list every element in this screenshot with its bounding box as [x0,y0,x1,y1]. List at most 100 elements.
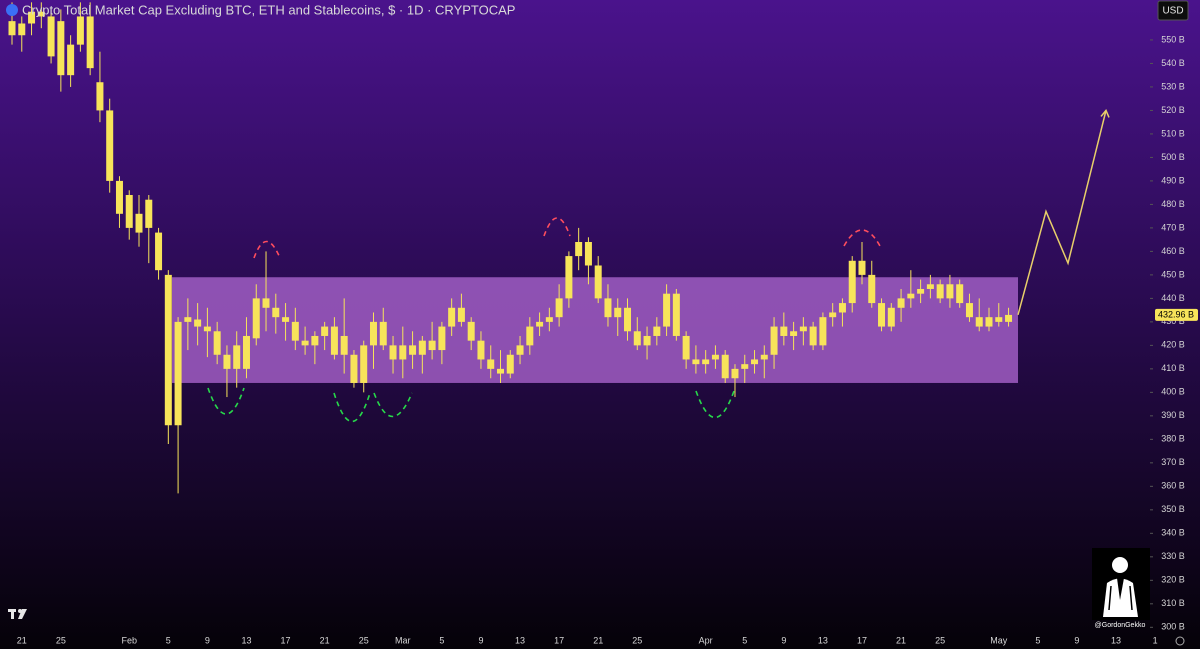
y-tick-label: 490 B [1161,175,1185,185]
candle-body [145,199,153,228]
candle-body [594,265,602,299]
candle-body [917,288,925,294]
candle-body [164,274,172,426]
y-tick-label: 520 B [1161,105,1185,115]
candle-body [897,298,905,308]
candle-body [448,307,456,327]
candle-body [907,293,915,299]
x-tick-label: 5 [1035,635,1040,645]
currency-button[interactable] [1157,0,1189,21]
candle-body [506,354,514,374]
candle-body [702,359,710,365]
projection-line [1017,110,1107,316]
candle-body [389,345,397,360]
x-tick-label: 17 [554,635,564,645]
bottom-arc [695,390,735,419]
candle-body [438,326,446,351]
candle-body [340,335,348,355]
candle-body [643,335,651,346]
x-tick-label: 13 [241,635,251,645]
candle-body [1005,314,1013,322]
candle-body [838,303,846,313]
x-tick-label: 13 [818,635,828,645]
candle-body [418,340,426,355]
candle-body [321,326,329,336]
candle-body [242,335,250,369]
candle-body [692,359,700,365]
x-tick-label: 13 [515,635,525,645]
x-tick-label: 13 [1111,635,1121,645]
x-tick-label: 25 [359,635,369,645]
bottom-arc [207,387,245,415]
chart-title: Crypto Total Market Cap Excluding BTC, E… [22,2,515,17]
x-tick-label: Feb [121,635,137,645]
y-tick-label: 530 B [1161,81,1185,91]
y-tick-label: 360 B [1161,481,1185,491]
candle-body [721,354,729,379]
candle-body [633,331,641,346]
y-tick-label: 400 B [1161,387,1185,397]
settings-icon[interactable] [1175,636,1185,646]
candle-body [741,364,749,369]
candle-body [936,284,944,299]
y-tick-label: 500 B [1161,152,1185,162]
plot-layer [8,2,1110,494]
candle-body [565,256,573,299]
candle-body [86,16,94,69]
candle-body [819,317,827,346]
y-tick-label: 390 B [1161,410,1185,420]
candle-body [135,213,143,233]
x-tick-label: 25 [632,635,642,645]
candle-body [604,298,612,318]
candle-body [790,331,798,336]
candle-body [614,307,622,318]
candle-body [760,354,768,360]
candle-body [311,335,319,346]
x-tick-label: 9 [1074,635,1079,645]
candle-body [399,345,407,360]
x-tick-label: 9 [478,635,483,645]
candle-body [125,195,133,228]
candle-body [555,298,563,318]
candle-body [995,317,1003,322]
candle-body [887,307,895,327]
candle-body [47,16,55,57]
candle-body [965,303,973,318]
candle-body [37,11,45,17]
candle-body [301,340,309,346]
candle-body [369,321,377,346]
candle-body [829,312,837,318]
candle-body [516,345,524,355]
last-price-marker [1155,308,1198,321]
candle-body [282,317,290,322]
candle-body [467,321,475,341]
y-tick-label: 470 B [1161,222,1185,232]
candle-body [115,180,123,214]
candle-body [330,326,338,355]
candle-body [946,284,954,299]
currency-button-label[interactable]: USD [1162,6,1183,17]
x-tick-label: 21 [593,635,603,645]
y-tick-label: 450 B [1161,269,1185,279]
annotations [207,217,881,423]
y-tick-label: 430 B [1161,316,1185,326]
candle-body [975,317,983,327]
candle-body [809,326,817,346]
symbol-icon [6,4,18,16]
x-tick-label: 5 [439,635,444,645]
y-tick-label: 380 B [1161,434,1185,444]
candle-body [291,321,299,341]
y-tick-label: 370 B [1161,457,1185,467]
candle-body [545,317,553,322]
x-tick-label: Mar [395,635,411,645]
candle-body [770,326,778,355]
y-tick-label: 480 B [1161,199,1185,209]
x-tick-label: 25 [935,635,945,645]
candle-body [57,21,65,76]
last-price-label: 432.96 B [1158,309,1194,319]
candle-body [868,274,876,304]
y-tick-label: 550 B [1161,34,1185,44]
y-tick-label: 510 B [1161,128,1185,138]
